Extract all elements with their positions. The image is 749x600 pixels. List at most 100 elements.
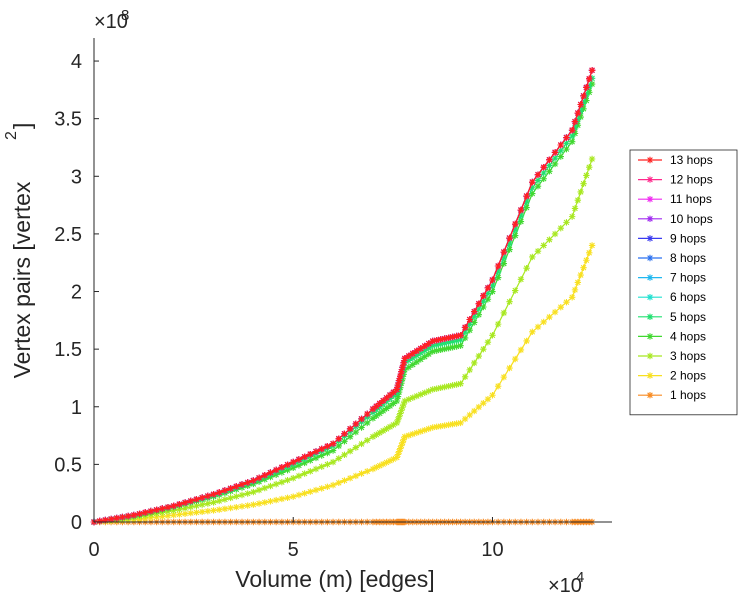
data-point [546, 168, 553, 175]
data-point [386, 402, 394, 410]
data-point [193, 509, 200, 516]
data-point [290, 475, 297, 482]
series-line [93, 70, 593, 523]
data-point [500, 254, 508, 261]
data-point [453, 343, 460, 350]
data-point [198, 494, 206, 501]
legend-label: 4 hops [670, 329, 706, 343]
data-point [429, 348, 436, 355]
data-point [523, 198, 530, 206]
data-point [312, 448, 320, 455]
legend-label: 11 hops [670, 192, 712, 206]
data-point [568, 213, 576, 220]
data-point [390, 389, 397, 396]
data-point [159, 513, 166, 520]
legend-entry: 5 hops [638, 310, 706, 324]
data-point [244, 490, 251, 497]
data-point [540, 164, 547, 171]
data-point [238, 481, 246, 488]
data-point [233, 483, 240, 490]
data-point [453, 332, 460, 340]
data-point [369, 415, 377, 422]
data-point [307, 468, 314, 475]
data-point [272, 496, 280, 504]
data-point [278, 495, 286, 503]
data-point [369, 465, 377, 473]
data-point [489, 332, 496, 339]
data-point [574, 196, 582, 204]
data-point [221, 505, 229, 513]
data-point [335, 442, 342, 450]
data-point [433, 347, 440, 354]
data-point [512, 287, 519, 294]
series-line [93, 70, 593, 523]
legend-entry: 6 hops [638, 290, 706, 304]
legend-entry: 7 hops [638, 271, 706, 285]
data-point [210, 499, 217, 506]
data-point [153, 506, 160, 514]
data-point [489, 288, 496, 295]
data-point [475, 352, 482, 360]
data-point [437, 336, 444, 343]
data-point [395, 413, 403, 420]
data-point [142, 509, 149, 516]
data-point [453, 337, 460, 344]
data-point [480, 298, 487, 305]
legend-label: 3 hops [670, 349, 706, 363]
data-point [250, 477, 257, 484]
data-point [301, 459, 308, 467]
data-point [147, 507, 155, 515]
legend-label: 10 hops [670, 212, 713, 226]
data-point [290, 464, 297, 472]
series-line [93, 70, 593, 523]
data-point [221, 496, 229, 503]
data-point [395, 388, 403, 396]
data-point [324, 483, 331, 490]
data-point [466, 366, 473, 374]
data-point [295, 462, 303, 469]
data-point [449, 338, 456, 345]
data-point [517, 218, 525, 225]
legend-label: 9 hops [670, 231, 706, 245]
data-point [417, 391, 424, 398]
data-point [433, 337, 440, 344]
data-point [153, 513, 160, 521]
data-point [568, 126, 576, 134]
data-point [107, 515, 115, 523]
data-point [588, 242, 596, 249]
data-point [398, 407, 405, 414]
legend-entry: 8 hops [638, 251, 706, 265]
data-point [461, 373, 469, 380]
data-point [413, 347, 420, 355]
legend-entry: 13 hops [638, 153, 713, 167]
data-point [301, 470, 308, 477]
data-point [500, 260, 508, 267]
data-point [441, 345, 448, 353]
data-point [471, 407, 478, 415]
data-point [216, 489, 223, 496]
legend-marker [646, 372, 654, 379]
data-point [329, 458, 337, 466]
legend-marker [646, 313, 654, 320]
data-point [506, 364, 513, 372]
legend-marker [646, 196, 654, 203]
data-point [250, 501, 257, 508]
legend-marker [646, 254, 654, 262]
data-point [425, 425, 432, 433]
data-point [341, 451, 348, 459]
data-point [181, 504, 189, 512]
series-line [93, 70, 593, 523]
series-line [93, 70, 593, 523]
data-point [475, 403, 482, 411]
data-point [577, 108, 584, 115]
data-point [164, 512, 172, 519]
data-point [401, 355, 408, 362]
data-point [586, 249, 593, 257]
data-point [187, 503, 194, 511]
data-point [364, 410, 371, 418]
data-point [307, 457, 314, 464]
data-point [386, 457, 394, 464]
data-point [210, 507, 217, 514]
data-point [546, 236, 553, 243]
data-point [457, 419, 464, 427]
